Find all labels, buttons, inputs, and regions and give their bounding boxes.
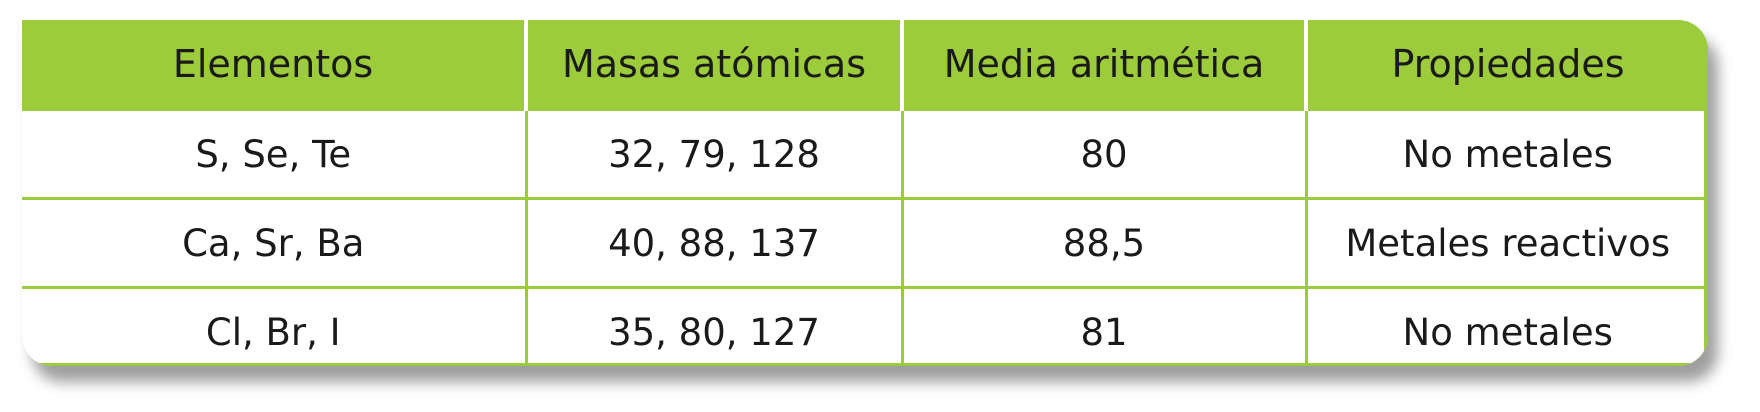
cell-elementos: S, Se, Te (22, 108, 526, 199)
cell-media-aritmetica: 88,5 (900, 197, 1306, 288)
cell-masas-atomicas: 32, 79, 128 (524, 108, 902, 199)
column-header-media-aritmetica: Media aritmética (900, 20, 1306, 110)
column-header-propiedades: Propiedades (1304, 20, 1708, 110)
cell-propiedades: Metales reactivos (1304, 197, 1708, 288)
column-header-elementos: Elementos (172, 42, 374, 86)
cell-media-aritmetica: 81 (900, 286, 1306, 366)
table-right-border (1704, 108, 1708, 366)
table-row: Ca, Sr, Ba 40, 88, 137 88,5 Metales reac… (22, 197, 1708, 288)
header-row: Elementos Masas atómicas Media aritmétic… (22, 20, 1708, 110)
cell-elementos: Ca, Sr, Ba (22, 197, 526, 288)
cell-elementos: Cl, Br, I (22, 286, 526, 366)
table-row: Cl, Br, I 35, 80, 127 81 No metales (22, 286, 1708, 366)
cell-masas-atomicas: 35, 80, 127 (524, 286, 902, 366)
cell-propiedades: No metales (1304, 286, 1708, 366)
triads-table: Elementos Masas atómicas Media aritmétic… (22, 20, 1708, 366)
cell-propiedades: No metales (1304, 108, 1708, 199)
table-row: S, Se, Te 32, 79, 128 80 No metales (22, 108, 1708, 199)
cell-masas-atomicas: 40, 88, 137 (524, 197, 902, 288)
column-header-masas-atomicas: Masas atómicas (524, 20, 902, 110)
triads-table-container: Elementos Masas atómicas Media aritmétic… (22, 20, 1708, 366)
cell-media-aritmetica: 80 (900, 108, 1306, 199)
